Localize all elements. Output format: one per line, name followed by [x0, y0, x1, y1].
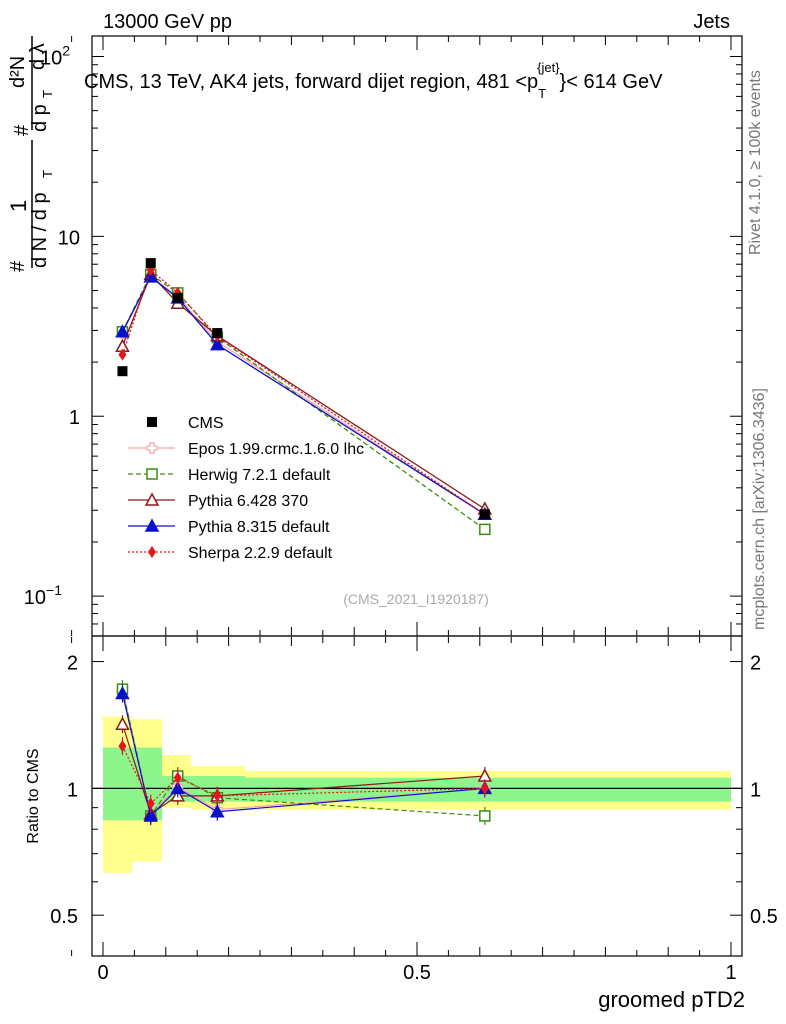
- legend-label: Epos 1.99.crmc.1.6.0 lhc: [188, 441, 364, 458]
- ratio-y-axis-label: Ratio to CMS: [25, 748, 42, 843]
- ratio-point: [173, 771, 182, 784]
- plot-title-sup: {jet}: [537, 60, 560, 75]
- legend-item: Sherpa 2.2.9 default: [128, 545, 333, 562]
- legend-marker: [148, 546, 156, 558]
- x-tick-label: 1: [725, 962, 736, 984]
- ratio-point: [213, 789, 222, 802]
- data-point: [479, 523, 491, 536]
- legend-item: Epos 1.99.crmc.1.6.0 lhc: [128, 441, 364, 458]
- ratio-point: [170, 780, 185, 795]
- x-axis-label: groomed pTD2: [598, 987, 745, 1012]
- ratio-series-sherpa: [118, 737, 489, 813]
- ratio-point: [210, 804, 225, 818]
- ratio-point: [115, 716, 130, 730]
- data-point: [479, 509, 490, 520]
- energy-label: 13000 GeV pp: [103, 11, 232, 33]
- legend: CMS Epos 1.99.crmc.1.6.0 lhc Herwig 7.2.1 …: [128, 415, 364, 562]
- ratio-y-tick-label: 1: [67, 779, 78, 801]
- ratio-y-tick-label-right: 0.5: [750, 906, 778, 928]
- y-tick-label: 1: [69, 407, 80, 429]
- legend-label: CMS: [188, 415, 224, 432]
- plot-title: CMS, 13 TeV, AK4 jets, forward dijet reg…: [84, 60, 663, 101]
- legend-label: Pythia 6.428 370: [188, 493, 308, 510]
- series-line: [121, 273, 486, 530]
- data-point: [172, 292, 183, 303]
- ratio-y-tick-label: 2: [67, 653, 78, 675]
- svg-text:d²N: d²N: [7, 56, 29, 88]
- ratio-point: [143, 808, 158, 822]
- category-label: Jets: [693, 11, 730, 33]
- ratio-y-tick-label-right: 2: [750, 653, 761, 675]
- plot-title-sub: T: [538, 86, 546, 101]
- svg-text:d N / d p: d N / d p: [29, 192, 51, 268]
- legend-marker: [146, 468, 158, 480]
- x-tick-label: 0: [97, 962, 108, 984]
- data-point: [210, 337, 225, 351]
- ratio-point: [479, 810, 491, 822]
- series-cms: [117, 258, 490, 520]
- svg-text:T: T: [40, 90, 55, 98]
- svg-text:1: 1: [6, 200, 31, 212]
- legend-item: Herwig 7.2.1 default: [128, 467, 331, 484]
- y-tick-label: 10: [58, 227, 80, 249]
- data-point: [143, 269, 158, 283]
- svg-text:#: #: [7, 260, 29, 272]
- ratio-panel-series: [115, 680, 493, 825]
- svg-text:d λ: d λ: [27, 43, 49, 70]
- ratio-y-tick-label: 0.5: [50, 906, 78, 928]
- legend-item: Pythia 8.315 default: [128, 518, 330, 536]
- ratio-y-tick-label-right: 1: [750, 779, 761, 801]
- legend-label: Herwig 7.2.1 default: [188, 467, 331, 484]
- plot-title-tail: }< 614 GeV: [560, 71, 664, 93]
- data-point: [117, 366, 128, 377]
- main-panel-series: [115, 258, 493, 536]
- ratio-point: [118, 740, 127, 753]
- ratio-point: [480, 782, 489, 795]
- legend-label: Sherpa 2.2.9 default: [188, 545, 333, 562]
- data-point: [145, 258, 156, 269]
- legend-marker: [146, 442, 158, 454]
- data-point: [115, 324, 130, 338]
- mcplots-label: mcplots.cern.ch [arXiv:1306.3436]: [751, 388, 768, 630]
- y-tick-label: 102: [40, 42, 70, 69]
- legend-marker: [144, 518, 160, 532]
- analysis-id: (CMS_2021_I1920187): [343, 591, 489, 607]
- y-axis-label: # 1 d N / d p T # d²N d p T d λ: [6, 36, 55, 272]
- legend-marker: [147, 417, 157, 427]
- rivet-label: Rivet 4.1.0, ≥ 100k events: [747, 70, 764, 255]
- ratio-band-green: [103, 747, 133, 821]
- y-tick-label: 10−1: [24, 582, 62, 609]
- svg-text:#: #: [11, 124, 33, 136]
- plot-title-main: CMS, 13 TeV, AK4 jets, forward dijet reg…: [84, 71, 538, 93]
- data-point: [212, 328, 223, 339]
- svg-text:T: T: [40, 170, 55, 178]
- svg-text:d p: d p: [29, 104, 51, 132]
- axes: 10−1 1 10 102 0.5 0.5 1 1 2 2 0 0.5 1: [24, 35, 778, 984]
- x-tick-label: 0.5: [403, 962, 431, 984]
- legend-marker: [144, 492, 160, 506]
- data-point: [118, 348, 127, 361]
- legend-item: Pythia 6.428 370: [128, 492, 308, 510]
- ratio-point: [146, 797, 155, 810]
- legend-label: Pythia 8.315 default: [188, 519, 330, 536]
- legend-item: CMS: [147, 415, 224, 432]
- ratio-point: [115, 685, 130, 700]
